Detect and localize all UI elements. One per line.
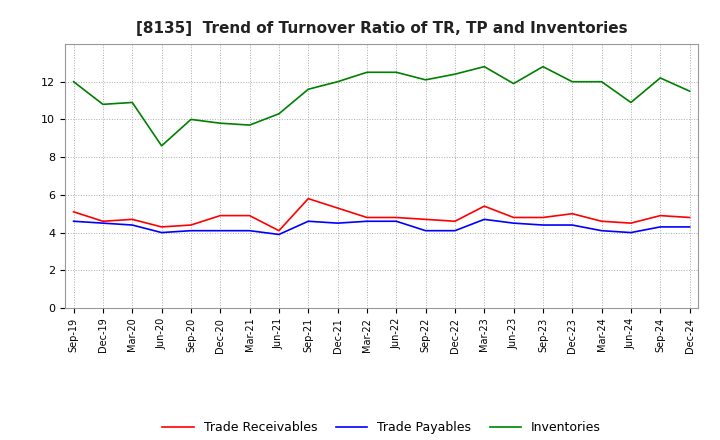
- Trade Receivables: [685, 215, 694, 220]
- Inventories: [69, 79, 78, 84]
- Trade Receivables: [451, 219, 459, 224]
- Trade Payables: [216, 228, 225, 233]
- Trade Receivables: [509, 215, 518, 220]
- Inventories: [480, 64, 489, 69]
- Trade Receivables: [539, 215, 547, 220]
- Trade Receivables: [333, 205, 342, 211]
- Inventories: [451, 72, 459, 77]
- Trade Payables: [304, 219, 312, 224]
- Trade Receivables: [656, 213, 665, 218]
- Inventories: [626, 100, 635, 105]
- Trade Receivables: [363, 215, 372, 220]
- Trade Payables: [99, 220, 107, 226]
- Trade Receivables: [99, 219, 107, 224]
- Title: [8135]  Trend of Turnover Ratio of TR, TP and Inventories: [8135] Trend of Turnover Ratio of TR, TP…: [136, 21, 627, 36]
- Trade Payables: [598, 228, 606, 233]
- Inventories: [157, 143, 166, 148]
- Trade Receivables: [392, 215, 400, 220]
- Inventories: [363, 70, 372, 75]
- Trade Receivables: [421, 217, 430, 222]
- Trade Payables: [626, 230, 635, 235]
- Inventories: [568, 79, 577, 84]
- Trade Payables: [363, 219, 372, 224]
- Trade Payables: [333, 220, 342, 226]
- Trade Payables: [392, 219, 400, 224]
- Inventories: [539, 64, 547, 69]
- Trade Payables: [480, 217, 489, 222]
- Inventories: [99, 102, 107, 107]
- Trade Receivables: [246, 213, 254, 218]
- Trade Payables: [186, 228, 195, 233]
- Trade Receivables: [626, 220, 635, 226]
- Trade Receivables: [568, 211, 577, 216]
- Trade Payables: [685, 224, 694, 230]
- Trade Payables: [509, 220, 518, 226]
- Trade Receivables: [480, 204, 489, 209]
- Inventories: [685, 88, 694, 94]
- Inventories: [421, 77, 430, 82]
- Trade Receivables: [186, 222, 195, 227]
- Line: Inventories: Inventories: [73, 66, 690, 146]
- Inventories: [509, 81, 518, 86]
- Inventories: [186, 117, 195, 122]
- Trade Payables: [128, 222, 137, 227]
- Trade Payables: [568, 222, 577, 227]
- Trade Receivables: [69, 209, 78, 214]
- Trade Receivables: [274, 228, 283, 233]
- Inventories: [392, 70, 400, 75]
- Trade Payables: [539, 222, 547, 227]
- Trade Payables: [246, 228, 254, 233]
- Trade Payables: [451, 228, 459, 233]
- Trade Payables: [274, 232, 283, 237]
- Inventories: [333, 79, 342, 84]
- Trade Payables: [157, 230, 166, 235]
- Inventories: [246, 122, 254, 128]
- Trade Payables: [69, 219, 78, 224]
- Trade Receivables: [216, 213, 225, 218]
- Trade Payables: [421, 228, 430, 233]
- Line: Trade Payables: Trade Payables: [73, 220, 690, 235]
- Inventories: [656, 75, 665, 81]
- Inventories: [216, 121, 225, 126]
- Trade Receivables: [304, 196, 312, 201]
- Inventories: [274, 111, 283, 117]
- Inventories: [598, 79, 606, 84]
- Inventories: [304, 87, 312, 92]
- Trade Payables: [656, 224, 665, 230]
- Trade Receivables: [598, 219, 606, 224]
- Trade Receivables: [128, 217, 137, 222]
- Inventories: [128, 100, 137, 105]
- Trade Receivables: [157, 224, 166, 230]
- Line: Trade Receivables: Trade Receivables: [73, 198, 690, 231]
- Legend: Trade Receivables, Trade Payables, Inventories: Trade Receivables, Trade Payables, Inven…: [157, 416, 606, 439]
